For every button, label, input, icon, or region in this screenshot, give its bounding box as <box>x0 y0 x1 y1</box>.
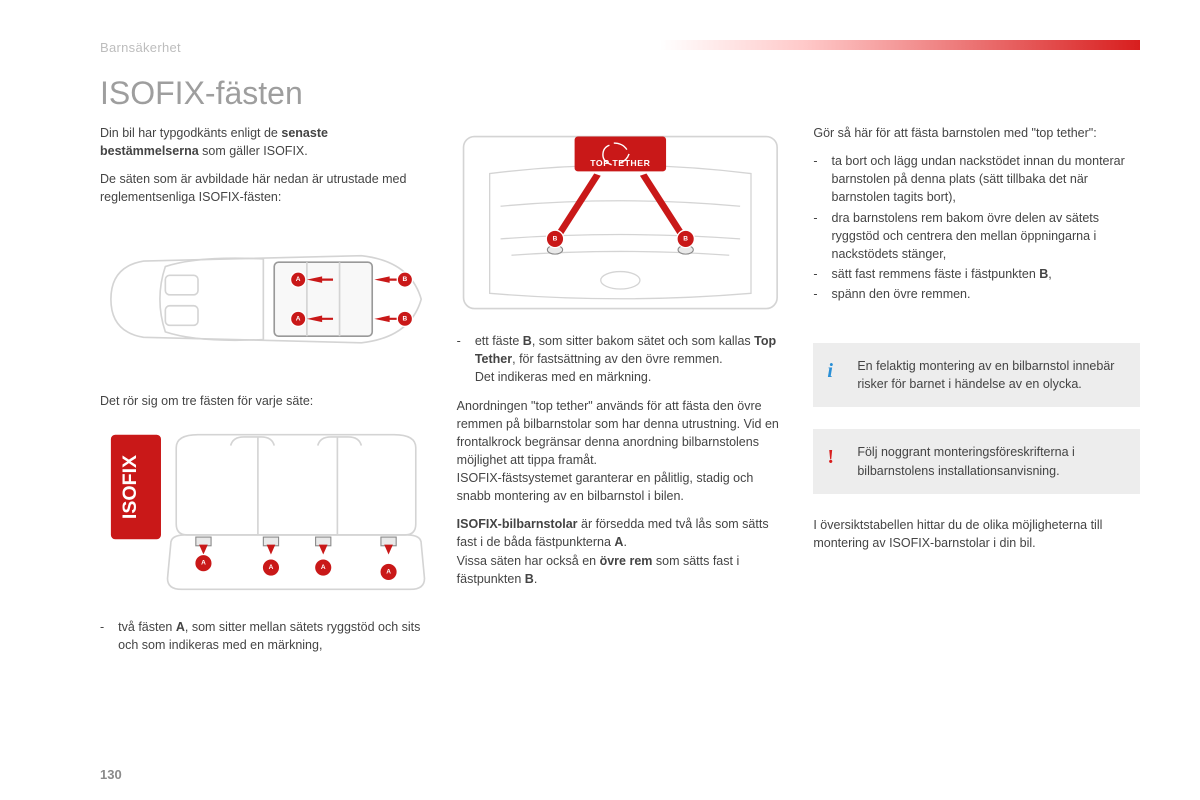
column-3: Gör så här för att fästa barnstolen med … <box>813 124 1140 664</box>
outro-para: I översiktstabellen hittar du de olika m… <box>813 516 1140 552</box>
seat-isofix-diagram: ISOFIX A A A A <box>100 426 427 600</box>
svg-text:A: A <box>296 276 301 283</box>
bullet-a: två fästen A, som sitter mellan sätets r… <box>100 618 427 654</box>
trunk-top-tether-diagram: TOP TETHER B B <box>457 130 784 315</box>
page-title: ISOFIX-fästen <box>100 75 1140 112</box>
steps-intro: Gör så här för att fästa barnstolen med … <box>813 124 1140 142</box>
list-item: sätt fast remmens fäste i fästpunkten B, <box>813 265 1140 283</box>
svg-text:A: A <box>296 315 301 322</box>
list-item: dra barnstolens rem bakom övre delen av … <box>813 209 1140 263</box>
warning-icon: ! <box>827 443 834 472</box>
svg-text:B: B <box>403 276 408 283</box>
column-1: Din bil har typgodkänts enligt de senast… <box>100 124 427 664</box>
list-item: ta bort och lägg undan nackstödet innan … <box>813 152 1140 206</box>
intro-para-2: De säten som är avbildade här nedan är u… <box>100 170 427 206</box>
section-label: Barnsäkerhet <box>100 40 181 55</box>
warning-text: Följ noggrant monteringsföreskrifterna i… <box>857 445 1074 477</box>
content-columns: Din bil har typgodkänts enligt de senast… <box>100 124 1140 664</box>
info-callout: i En felaktig montering av en bilbarnsto… <box>813 343 1140 407</box>
svg-text:A: A <box>386 569 391 576</box>
svg-text:TOP TETHER: TOP TETHER <box>590 158 650 168</box>
three-mounts-label: Det rör sig om tre fästen för varje säte… <box>100 392 427 410</box>
svg-text:A: A <box>321 564 326 571</box>
header-gradient <box>660 40 1140 50</box>
column-2: TOP TETHER B B ett fäste B, som sitter b… <box>457 124 784 664</box>
isofix-seats-para: ISOFIX-bilbarnstolar är försedda med två… <box>457 515 784 588</box>
svg-text:B: B <box>552 235 557 242</box>
info-text: En felaktig montering av en bilbarnstol … <box>857 359 1114 391</box>
top-tether-para: Anordningen "top tether" används för att… <box>457 397 784 506</box>
intro-para-1: Din bil har typgodkänts enligt de senast… <box>100 124 427 160</box>
steps-list: ta bort och lägg undan nackstödet innan … <box>813 152 1140 303</box>
svg-text:B: B <box>683 235 688 242</box>
svg-text:A: A <box>269 564 274 571</box>
page-number: 130 <box>100 767 122 782</box>
info-icon: i <box>827 357 833 386</box>
svg-text:A: A <box>201 560 206 567</box>
car-top-view-diagram: A A B B <box>100 223 427 375</box>
list-item: spänn den övre remmen. <box>813 285 1140 303</box>
svg-text:ISOFIX: ISOFIX <box>119 455 141 519</box>
warning-callout: ! Följ noggrant monteringsföreskrifterna… <box>813 429 1140 493</box>
bullet-b: ett fäste B, som sitter bakom sätet och … <box>457 332 784 386</box>
svg-text:B: B <box>403 315 408 322</box>
